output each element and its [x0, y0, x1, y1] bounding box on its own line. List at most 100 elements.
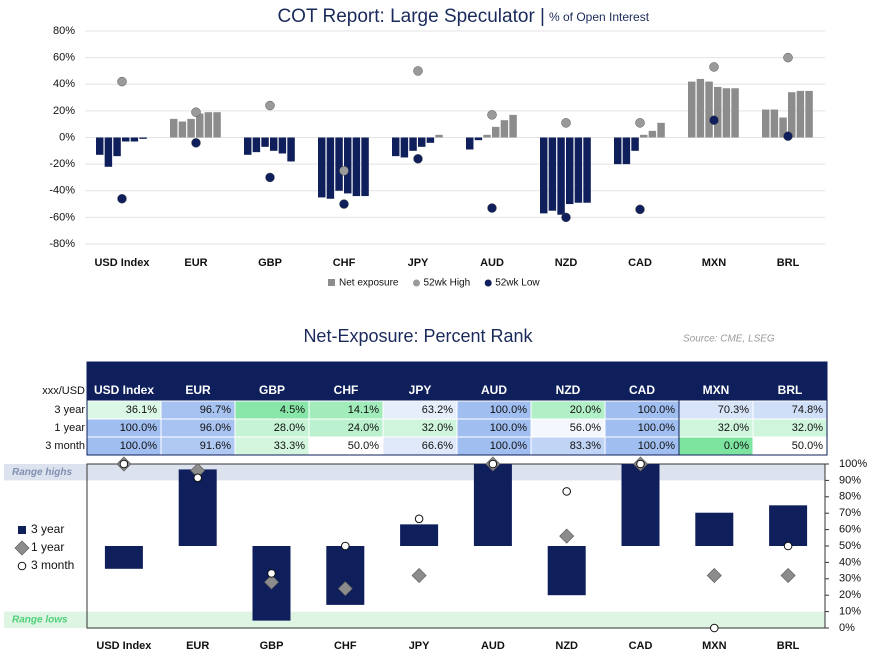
row-label: 3 year — [54, 404, 85, 416]
bar — [344, 137, 352, 194]
table-value: 96.0% — [200, 422, 231, 434]
table-header: AUD — [481, 383, 507, 397]
y-tick-label: 50% — [839, 540, 861, 552]
dot — [339, 166, 349, 176]
dot — [265, 172, 275, 183]
marker — [488, 459, 498, 469]
bar — [178, 121, 187, 138]
dot — [413, 154, 423, 164]
table-value: 4.5% — [280, 404, 305, 416]
bar — [540, 137, 548, 214]
table-header-bg — [87, 362, 827, 401]
bar — [548, 137, 557, 211]
y-tick-label: 80% — [53, 25, 75, 37]
bar — [196, 113, 204, 138]
dot — [191, 138, 201, 148]
source: Source: CME, LSEG — [683, 334, 775, 345]
y-tick-label: -60% — [49, 211, 75, 223]
bar — [474, 137, 483, 141]
dot — [561, 118, 571, 128]
bar — [547, 546, 586, 596]
x-tick-label: CAD — [629, 640, 653, 652]
marker — [337, 581, 353, 597]
table-value: 14.1% — [348, 404, 379, 416]
bar — [762, 109, 770, 138]
table-value: 32.0% — [792, 422, 823, 434]
x-tick-label: CHF — [333, 257, 356, 269]
table-header: NZD — [556, 383, 581, 397]
table-value: 32.0% — [718, 422, 749, 434]
y-tick-label: -20% — [49, 158, 75, 170]
table-value: 74.8% — [792, 404, 823, 416]
bar — [621, 464, 660, 546]
marker — [559, 528, 575, 544]
chart-subtitle: % of Open Interest — [549, 10, 650, 24]
bar — [335, 137, 343, 191]
x-tick-label: BRL — [777, 640, 800, 652]
bar — [492, 126, 500, 138]
legend-swatch — [412, 279, 420, 287]
bar — [326, 137, 335, 199]
x-tick-label: NZD — [555, 257, 578, 269]
bar — [270, 137, 278, 151]
bar — [695, 512, 734, 546]
bar — [252, 137, 261, 153]
table-border — [86, 361, 828, 456]
table-corner: xxx/USD — [42, 385, 85, 397]
marker — [190, 463, 206, 479]
x-tick-label: BRL — [777, 257, 800, 269]
table-value: 28.0% — [274, 422, 305, 434]
x-tick-label: MXN — [702, 257, 727, 269]
marker — [562, 487, 572, 496]
bar — [473, 464, 512, 546]
legend-swatch — [14, 540, 30, 556]
marker — [414, 514, 424, 524]
bar — [139, 137, 147, 139]
bar — [318, 137, 326, 198]
x-tick-label: NZD — [555, 640, 578, 652]
legend-swatch — [18, 526, 26, 534]
marker — [193, 473, 202, 483]
table-header: EUR — [185, 383, 211, 397]
table-value: 36.1% — [126, 404, 157, 416]
bar — [640, 134, 648, 138]
bar — [779, 117, 787, 138]
bar — [400, 524, 439, 546]
x-tick-label: JPY — [409, 640, 430, 652]
y-tick-label: 20% — [53, 105, 75, 117]
table-value: 100.0% — [490, 440, 528, 452]
x-tick-label: JPY — [408, 257, 429, 269]
x-tick-label: GBP — [258, 257, 282, 269]
dot — [487, 203, 497, 213]
marker — [341, 541, 350, 551]
table-value: 100.0% — [120, 422, 158, 434]
y-tick-label: 90% — [839, 474, 861, 486]
legend-label: 52wk High — [423, 278, 470, 289]
y-tick-label: 100% — [839, 458, 867, 470]
table-value: 100.0% — [120, 440, 158, 452]
table-value: 20.0% — [570, 404, 601, 416]
bar — [483, 134, 491, 138]
bar — [104, 546, 143, 569]
dot — [265, 100, 275, 111]
legend-label: 52wk Low — [495, 278, 540, 289]
table-header: MXN — [703, 383, 730, 397]
table-value: 83.3% — [570, 440, 601, 452]
table-value: 24.0% — [348, 422, 379, 434]
bar — [500, 120, 509, 138]
table-value: 91.6% — [200, 440, 231, 452]
x-tick-label: EUR — [186, 640, 209, 652]
table-value: 33.3% — [274, 440, 305, 452]
bar — [631, 137, 639, 151]
marker — [710, 623, 719, 633]
bar — [409, 137, 417, 151]
bar — [426, 137, 435, 143]
bar — [178, 469, 217, 546]
bar — [574, 137, 583, 203]
table-value: 32.0% — [422, 422, 453, 434]
y-tick-label: 70% — [839, 507, 861, 519]
x-tick-label: AUD — [480, 257, 504, 269]
bar — [278, 137, 287, 154]
y-tick-label: 0% — [59, 131, 75, 143]
x-tick-label: CHF — [334, 640, 357, 652]
